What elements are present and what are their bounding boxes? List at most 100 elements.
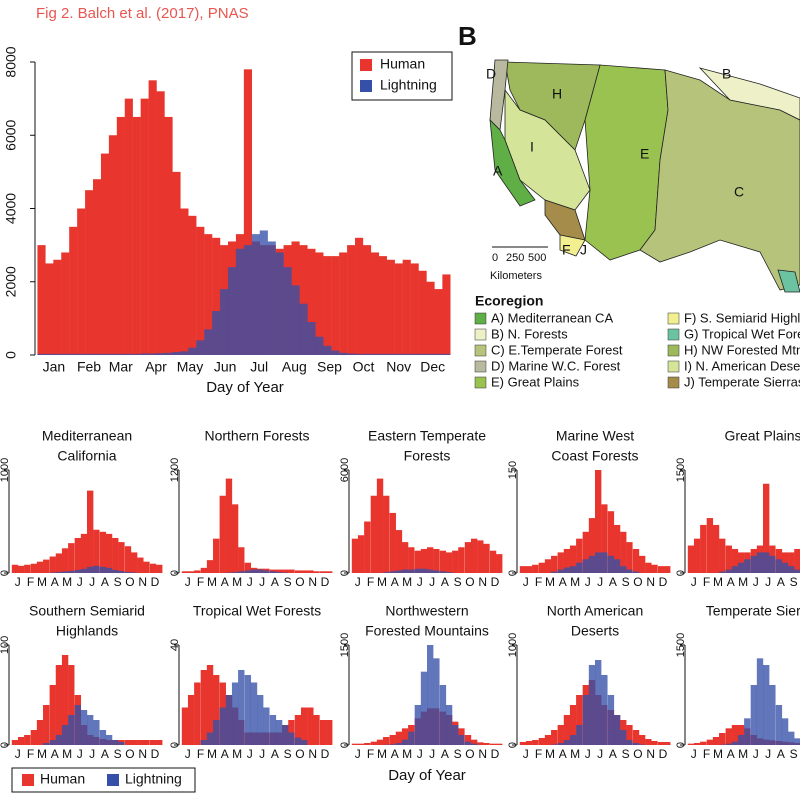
bar bbox=[538, 738, 546, 745]
x-tick-label: A bbox=[391, 747, 399, 761]
bar bbox=[775, 705, 783, 745]
y-tick-label: 1500 bbox=[675, 633, 687, 657]
bar bbox=[299, 245, 308, 355]
x-tick-label: J bbox=[523, 747, 529, 761]
legend-label: I) N. American Deserts bbox=[684, 358, 800, 373]
bar bbox=[364, 743, 371, 745]
x-tick-label: O bbox=[125, 575, 134, 589]
bar bbox=[347, 245, 356, 355]
bar bbox=[750, 685, 758, 745]
x-tick-label: N bbox=[138, 747, 147, 761]
bar bbox=[632, 548, 640, 573]
bar bbox=[362, 245, 372, 355]
bar bbox=[383, 495, 390, 573]
bar bbox=[307, 707, 314, 745]
bar bbox=[477, 540, 484, 573]
bar bbox=[532, 564, 539, 573]
y-tick-label: 1000 bbox=[507, 633, 519, 657]
bar bbox=[551, 571, 558, 573]
bar bbox=[11, 564, 19, 573]
bar bbox=[69, 226, 78, 355]
bar bbox=[275, 572, 283, 573]
bar bbox=[620, 566, 627, 573]
x-tick-label: J bbox=[15, 747, 21, 761]
chart-title: Forested Mountains bbox=[365, 623, 489, 639]
bar bbox=[187, 695, 195, 745]
x-tick-label: F bbox=[27, 747, 34, 761]
bar bbox=[140, 98, 149, 355]
region-letter: F bbox=[562, 242, 571, 258]
bar bbox=[331, 350, 340, 355]
bar bbox=[370, 353, 380, 355]
x-tick-label: S bbox=[284, 575, 292, 589]
bar bbox=[124, 740, 132, 745]
x-tick-label: A bbox=[777, 747, 785, 761]
chart-title: Great Plains bbox=[724, 428, 800, 444]
bar bbox=[557, 569, 564, 573]
x-tick-label: J bbox=[429, 575, 435, 589]
x-tick-label: S bbox=[114, 747, 122, 761]
bar bbox=[607, 511, 615, 573]
bar bbox=[11, 740, 19, 745]
bar bbox=[626, 569, 633, 573]
bar bbox=[626, 725, 633, 745]
bar bbox=[483, 743, 490, 745]
bar bbox=[394, 263, 403, 355]
bar bbox=[357, 535, 365, 573]
bar bbox=[763, 665, 770, 745]
bar bbox=[693, 743, 701, 745]
bar bbox=[283, 267, 292, 355]
bar bbox=[595, 552, 602, 573]
map: D H B I E A C F J 0 250 500 Kilometers E… bbox=[475, 59, 800, 309]
x-tick-label: J bbox=[523, 575, 529, 589]
bar bbox=[569, 705, 577, 745]
bar bbox=[61, 252, 70, 355]
map-region bbox=[489, 59, 509, 131]
x-tick-label: M bbox=[713, 747, 723, 761]
bar bbox=[282, 725, 289, 745]
y-tick-label: 0 bbox=[507, 742, 519, 748]
bar bbox=[442, 353, 451, 355]
scale-label: 500 bbox=[528, 252, 546, 264]
y-tick-label: 0 bbox=[169, 570, 181, 576]
bar bbox=[525, 566, 533, 573]
bar bbox=[118, 542, 125, 573]
x-tick-label: A bbox=[101, 575, 109, 589]
y-tick-label: 8000 bbox=[3, 46, 19, 77]
bar bbox=[180, 208, 189, 355]
x-tick-label: J bbox=[259, 747, 265, 761]
bar bbox=[93, 529, 100, 573]
bar bbox=[420, 568, 428, 573]
x-tick-label: J bbox=[417, 575, 423, 589]
bar bbox=[49, 740, 56, 745]
bar bbox=[731, 725, 739, 745]
bar bbox=[231, 504, 239, 573]
y-tick-label: 0 bbox=[675, 742, 687, 748]
bar bbox=[408, 547, 415, 573]
bar bbox=[464, 741, 472, 745]
bar bbox=[326, 571, 333, 573]
bar bbox=[434, 289, 443, 355]
bar bbox=[687, 545, 695, 573]
bar bbox=[130, 572, 138, 573]
bar bbox=[370, 495, 378, 573]
bar bbox=[37, 353, 46, 355]
legend-label: D) Marine W.C. Forest bbox=[491, 358, 621, 373]
bar bbox=[576, 562, 583, 573]
bar bbox=[719, 733, 726, 745]
y-tick-label: 4000 bbox=[3, 193, 19, 224]
chart-title: Forests bbox=[404, 448, 451, 464]
legend-label: F) S. Semiarid Highlands bbox=[684, 310, 800, 325]
bar bbox=[569, 735, 577, 745]
x-tick-label: S bbox=[622, 575, 630, 589]
bar bbox=[69, 353, 78, 355]
bar bbox=[383, 737, 390, 745]
bar bbox=[355, 237, 364, 355]
chart-title: Tropical Wet Forests bbox=[193, 603, 321, 619]
x-tick-label: J bbox=[77, 747, 83, 761]
legend-swatch bbox=[667, 376, 680, 389]
bar bbox=[238, 571, 245, 573]
legend-label: Lightning bbox=[125, 771, 182, 787]
x-tick-label: S bbox=[622, 747, 630, 761]
